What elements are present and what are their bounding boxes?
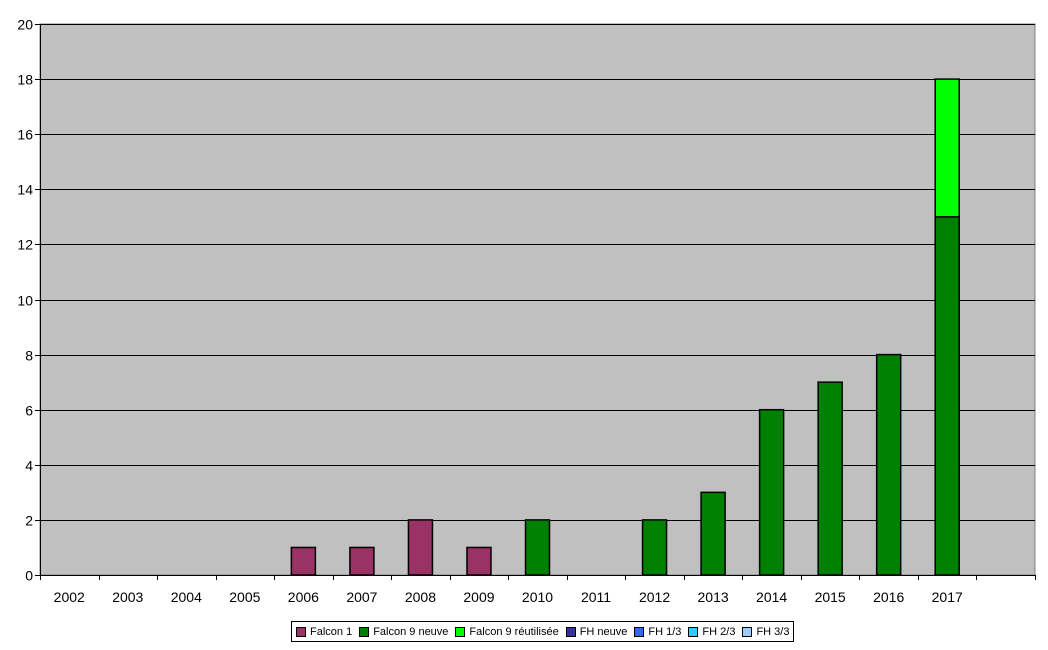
x-tick-label: 2009 xyxy=(463,589,494,605)
x-tick-label: 2007 xyxy=(346,589,377,605)
legend-label: FH 1/3 xyxy=(648,625,682,638)
legend-swatch xyxy=(634,626,645,637)
legend-item: FH 1/3 xyxy=(634,626,681,638)
bar-2007-series-0 xyxy=(349,546,375,576)
axes xyxy=(35,24,1036,580)
x-tick-label: 2012 xyxy=(639,589,670,605)
y-tick-label: 4 xyxy=(25,458,33,474)
x-tick-labels: 2002 2003 2004 2005 2006 2007 2008 2009 2010 2011… xyxy=(54,589,963,605)
legend-label: Falcon 9 neuve xyxy=(373,625,449,638)
x-tick-label: 2010 xyxy=(522,589,553,605)
legend-label: FH 2/3 xyxy=(702,625,736,638)
bar-2016-series-1 xyxy=(875,353,902,576)
legend-label: FH 3/3 xyxy=(756,625,790,638)
x-tick-label: 2014 xyxy=(756,589,787,605)
legend-item: Falcon 9 neuve xyxy=(359,626,448,638)
x-tick-label: 2015 xyxy=(815,589,846,605)
legend-swatch xyxy=(688,626,699,637)
x-tick-label: 2008 xyxy=(405,589,436,605)
bar-2012-series-1 xyxy=(641,519,668,576)
y-tick-label: 16 xyxy=(17,127,33,143)
x-tick-label: 2005 xyxy=(229,589,260,605)
x-tick-label: 2006 xyxy=(288,589,319,605)
bar-2015-series-1 xyxy=(817,381,843,576)
y-tick-label: 12 xyxy=(17,237,33,253)
legend-label: Falcon 9 réutilisée xyxy=(469,625,559,638)
y-tick-label: 8 xyxy=(25,348,33,364)
x-tick-label: 2013 xyxy=(698,589,729,605)
y-tick-label: 0 xyxy=(25,568,33,584)
legend-swatch xyxy=(455,626,466,637)
bar-2013-series-1 xyxy=(700,491,726,576)
plot-area xyxy=(39,23,1036,576)
x-tick-label: 2004 xyxy=(171,589,202,605)
y-tick-label: 2 xyxy=(25,513,33,529)
bar-2017-series-2 xyxy=(934,78,960,218)
legend-swatch xyxy=(359,626,370,637)
legend-swatch xyxy=(565,626,576,637)
legend-item: FH 2/3 xyxy=(688,626,735,638)
y-tick-label: 20 xyxy=(17,17,33,33)
legend-item: Falcon 1 xyxy=(296,626,352,638)
bar-2010-series-1 xyxy=(524,519,551,576)
legend-item: FH 3/3 xyxy=(742,626,789,638)
y-tick-label: 10 xyxy=(17,293,33,309)
legend-swatch xyxy=(296,626,306,637)
gridlines xyxy=(40,24,1035,521)
y-tick-label: 14 xyxy=(17,182,33,198)
bar-2008-series-0 xyxy=(407,519,434,576)
bar-2009-series-0 xyxy=(466,546,492,576)
legend-label: FH neuve xyxy=(579,625,628,638)
y-tick-label: 6 xyxy=(25,403,33,419)
bar-2014-series-1 xyxy=(758,408,785,576)
x-tick-label: 2003 xyxy=(112,589,143,605)
bar-2017-series-1 xyxy=(934,216,960,576)
x-tick-label: 2017 xyxy=(932,589,963,605)
bar-2006-series-0 xyxy=(290,546,317,576)
legend-item: FH neuve xyxy=(565,625,628,638)
x-tick-label: 2011 xyxy=(581,589,611,605)
legend-item: Falcon 9 réutilisée xyxy=(455,625,559,638)
x-tick-label: 2002 xyxy=(54,589,85,605)
y-tick-labels: 0 2 4 6 8 10 12 14 16 18 20 xyxy=(17,17,33,584)
y-tick-label: 18 xyxy=(17,72,33,88)
legend: Falcon 1 Falcon 9 neuve Falcon 9 réutilisé… xyxy=(291,621,795,642)
legend-label: Falcon 1 xyxy=(310,625,353,638)
x-tick-label: 2016 xyxy=(873,589,904,605)
legend-swatch xyxy=(742,626,753,637)
